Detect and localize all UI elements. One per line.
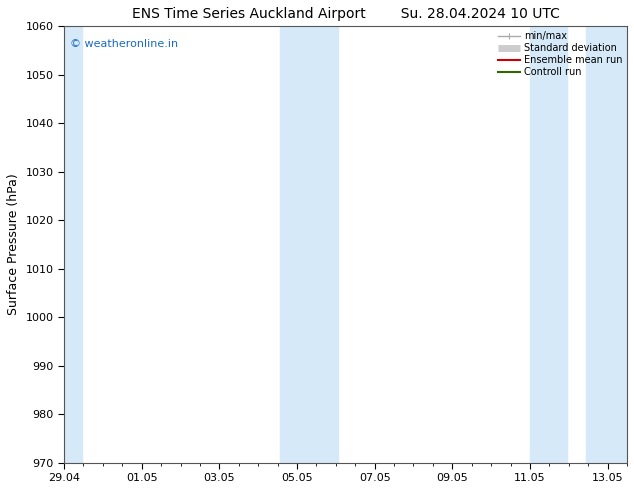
Bar bbox=[530, 26, 567, 463]
Bar bbox=[62, 26, 82, 463]
Text: © weatheronline.in: © weatheronline.in bbox=[70, 39, 178, 49]
Y-axis label: Surface Pressure (hPa): Surface Pressure (hPa) bbox=[7, 173, 20, 316]
Legend: min/max, Standard deviation, Ensemble mean run, Controll run: min/max, Standard deviation, Ensemble me… bbox=[496, 28, 625, 80]
Bar bbox=[586, 26, 629, 463]
Title: ENS Time Series Auckland Airport        Su. 28.04.2024 10 UTC: ENS Time Series Auckland Airport Su. 28.… bbox=[132, 7, 559, 21]
Bar bbox=[280, 26, 338, 463]
